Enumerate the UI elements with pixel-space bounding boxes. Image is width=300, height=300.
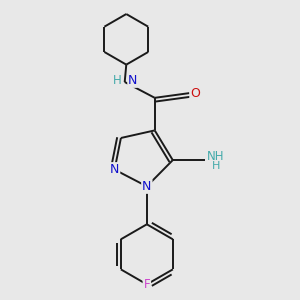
Text: N: N: [110, 163, 119, 176]
Text: H: H: [113, 74, 122, 87]
Text: N: N: [128, 74, 137, 87]
Text: N: N: [142, 180, 152, 193]
Text: O: O: [190, 87, 200, 100]
Text: H: H: [212, 161, 220, 171]
Text: F: F: [143, 278, 150, 291]
Text: NH: NH: [207, 151, 224, 164]
